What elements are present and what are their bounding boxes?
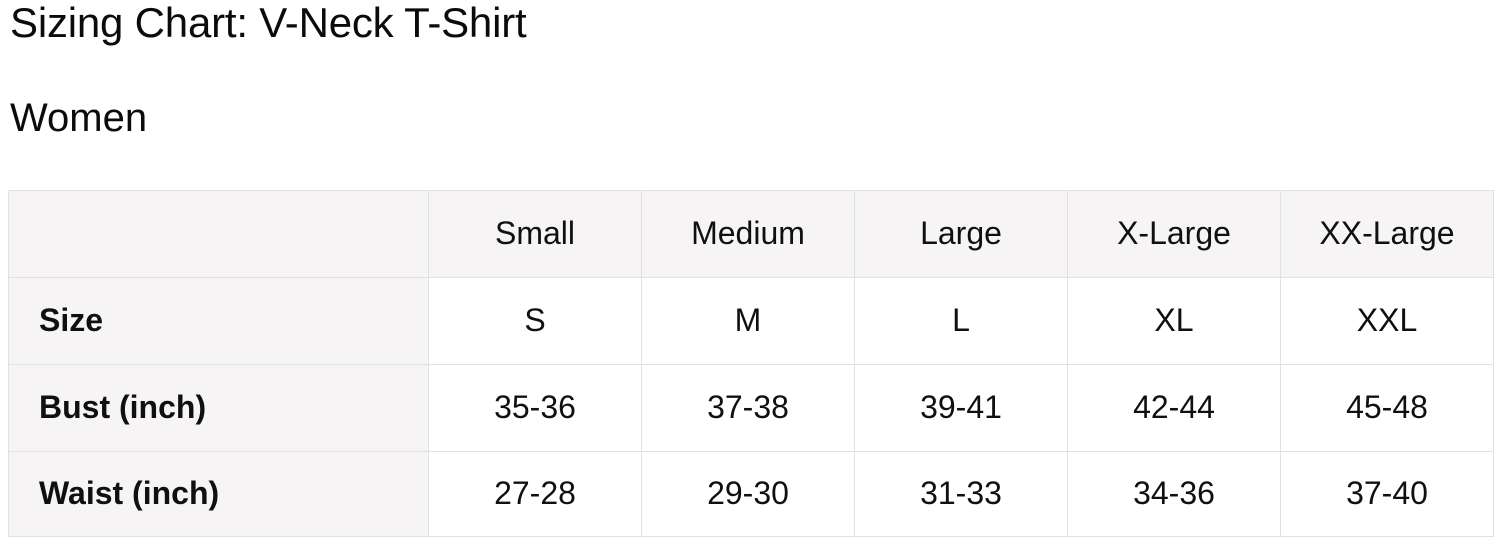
- cell-size-large: L: [854, 277, 1068, 365]
- table-header: Small Medium Large X-Large XX-Large: [8, 190, 1494, 278]
- cell-bust-x-large: 42-44: [1067, 364, 1281, 452]
- table-row: Size S M L XL XXL: [8, 277, 1494, 365]
- cell-size-small: S: [428, 277, 642, 365]
- sizing-table-container: Small Medium Large X-Large XX-Large Size…: [8, 190, 1494, 537]
- column-header-x-large: X-Large: [1067, 190, 1281, 278]
- cell-bust-medium: 37-38: [641, 364, 855, 452]
- cell-bust-large: 39-41: [854, 364, 1068, 452]
- row-label-waist: Waist (inch): [8, 451, 429, 537]
- cell-size-xx-large: XXL: [1280, 277, 1494, 365]
- section-heading-women: Women: [10, 96, 148, 140]
- cell-bust-small: 35-36: [428, 364, 642, 452]
- cell-waist-xx-large: 37-40: [1280, 451, 1494, 537]
- page-title: Sizing Chart: V-Neck T-Shirt: [10, 0, 527, 46]
- table-row: Waist (inch) 27-28 29-30 31-33 34-36 37-…: [8, 451, 1494, 537]
- cell-waist-medium: 29-30: [641, 451, 855, 537]
- row-label-bust: Bust (inch): [8, 364, 429, 452]
- cell-waist-large: 31-33: [854, 451, 1068, 537]
- column-header-xx-large: XX-Large: [1280, 190, 1494, 278]
- sizing-table: Small Medium Large X-Large XX-Large Size…: [8, 190, 1494, 537]
- cell-size-medium: M: [641, 277, 855, 365]
- cell-waist-small: 27-28: [428, 451, 642, 537]
- table-row: Bust (inch) 35-36 37-38 39-41 42-44 45-4…: [8, 364, 1494, 452]
- cell-waist-x-large: 34-36: [1067, 451, 1281, 537]
- column-header-large: Large: [854, 190, 1068, 278]
- table-header-row: Small Medium Large X-Large XX-Large: [8, 190, 1494, 278]
- column-header-small: Small: [428, 190, 642, 278]
- cell-size-x-large: XL: [1067, 277, 1281, 365]
- column-header-medium: Medium: [641, 190, 855, 278]
- row-label-size: Size: [8, 277, 429, 365]
- table-body: Size S M L XL XXL Bust (inch) 35-36 37-3…: [8, 277, 1494, 537]
- table-corner-cell: [8, 190, 429, 278]
- cell-bust-xx-large: 45-48: [1280, 364, 1494, 452]
